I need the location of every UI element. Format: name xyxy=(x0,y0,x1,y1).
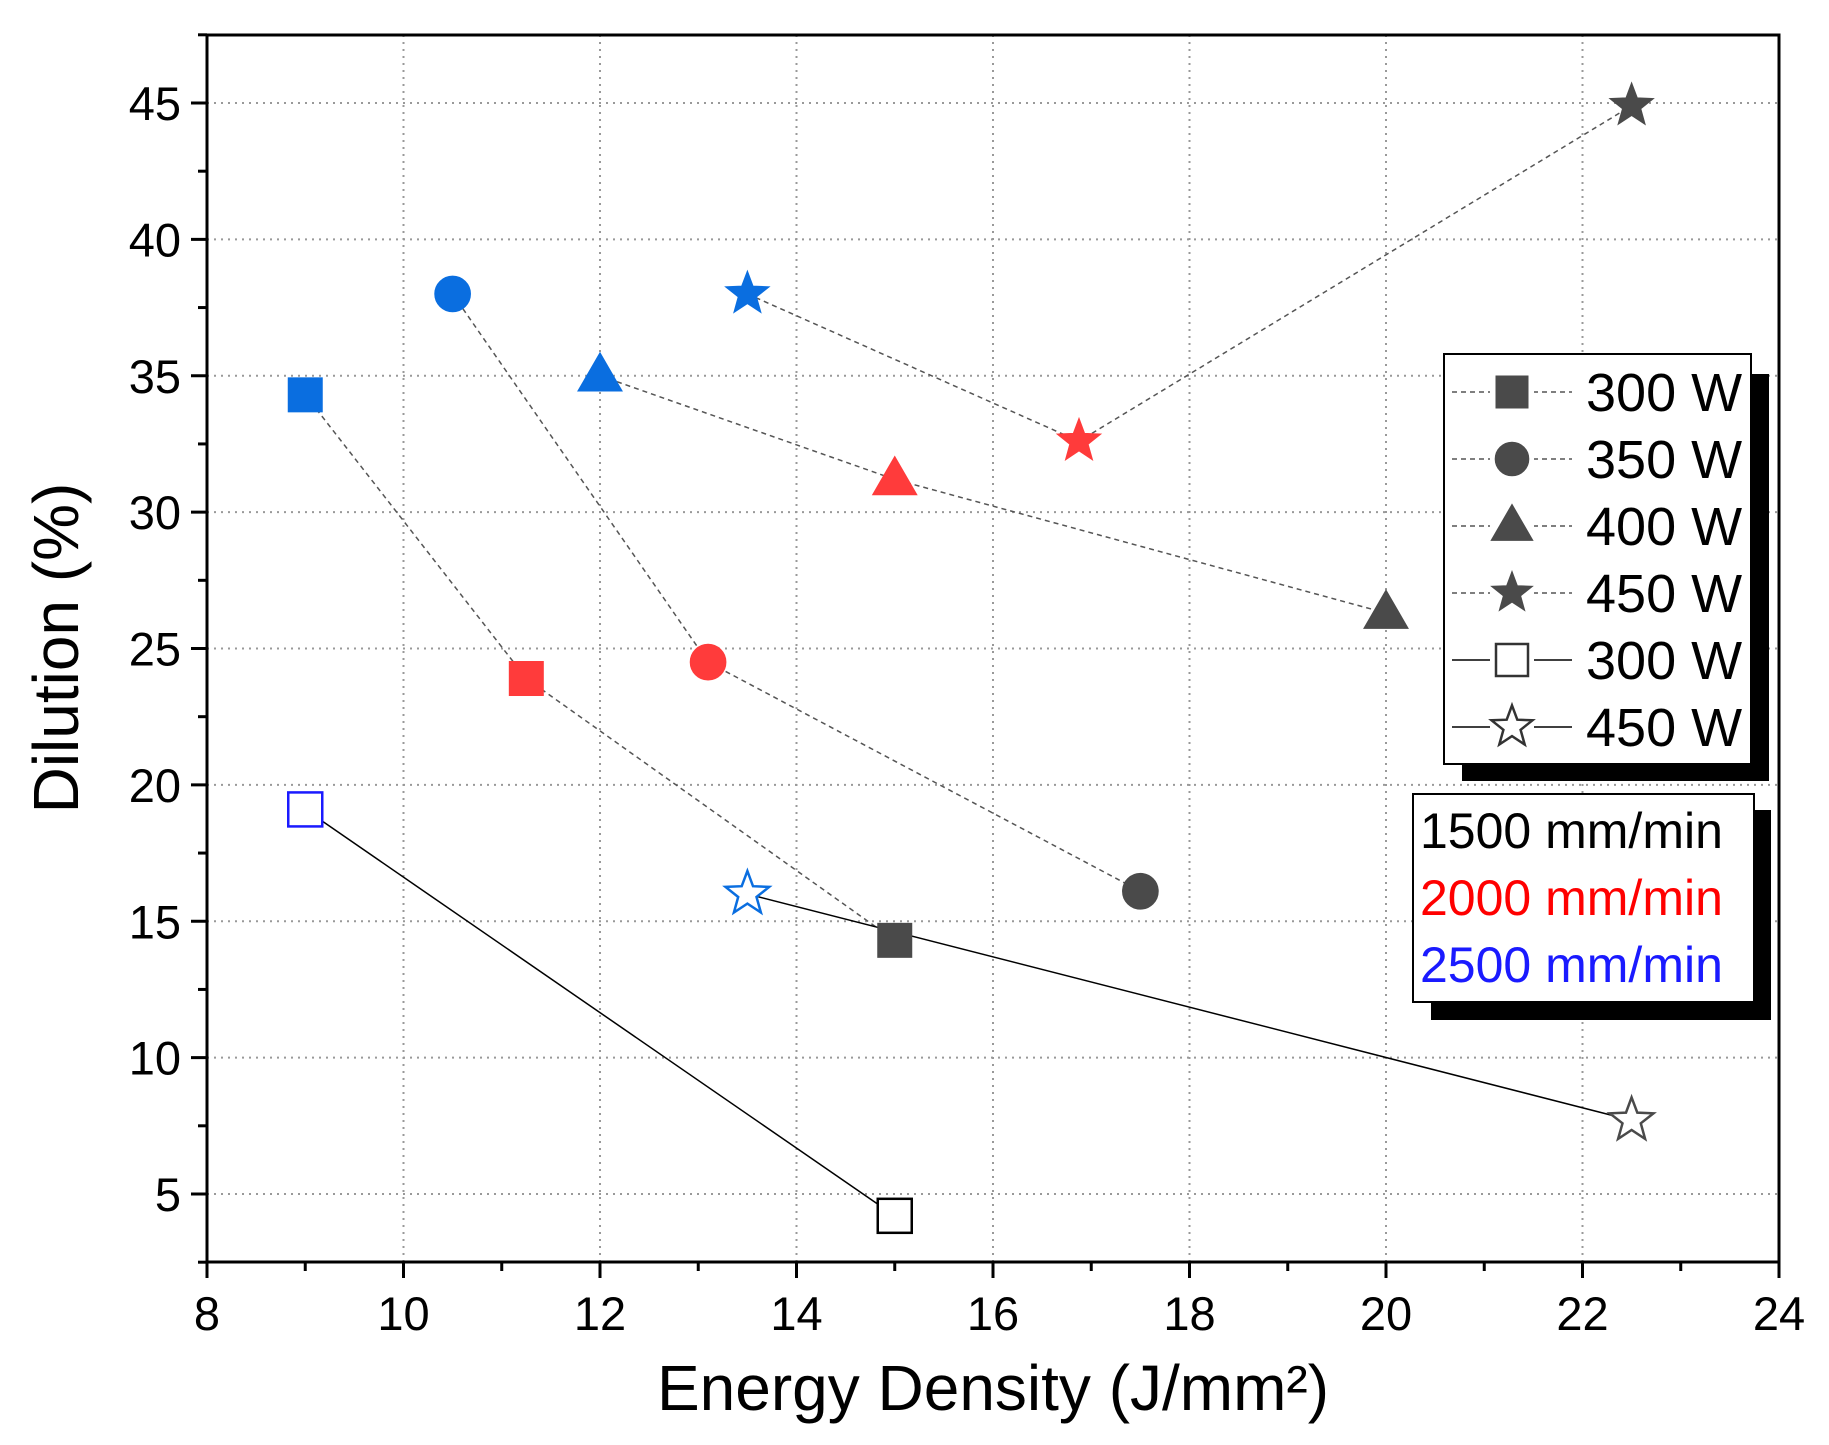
x-tick-label: 12 xyxy=(574,1287,626,1340)
y-tick-label: 15 xyxy=(129,895,181,948)
power-legend: 300 W 350 W 400 W 450 W 300 W 450 W xyxy=(1443,353,1769,781)
data-point-triangle xyxy=(1363,589,1409,629)
legend-marker-circle xyxy=(1494,441,1530,477)
x-tick-label: 20 xyxy=(1360,1287,1412,1340)
speed-legend: 1500 mm/min 2000 mm/min 2500 mm/min xyxy=(1412,793,1771,1020)
y-tick-label: 5 xyxy=(155,1168,181,1221)
series-lines xyxy=(304,105,1633,1217)
y-tick-label: 10 xyxy=(129,1032,181,1085)
y-tick-label: 25 xyxy=(129,623,181,676)
speed-legend-box xyxy=(1412,793,1755,1003)
y-tick-label: 30 xyxy=(129,486,181,539)
data-point-star xyxy=(1055,416,1103,461)
data-point-star xyxy=(1608,81,1655,126)
data-points xyxy=(287,81,1657,1235)
y-axis-title: Dilution (%) xyxy=(20,483,92,814)
data-point-circle xyxy=(434,275,471,313)
y-tick-label: 20 xyxy=(129,759,181,812)
legend-label: 450 W xyxy=(1586,564,1742,624)
speed-legend-label: 1500 mm/min xyxy=(1420,803,1723,859)
data-point-square xyxy=(287,791,324,828)
data-point-star xyxy=(724,269,771,314)
speed-legend-label: 2500 mm/min xyxy=(1420,937,1723,993)
y-tick-label: 35 xyxy=(129,350,181,403)
x-tick-label: 10 xyxy=(377,1287,429,1340)
axis-ticks: 8 10 12 14 16 18 20 22 24 5 10 15 20 25 30 35 40 45 xyxy=(129,33,1805,1340)
legend-marker-square xyxy=(1494,642,1530,678)
data-point-circle xyxy=(689,643,727,681)
legend-label: 300 W xyxy=(1586,631,1742,691)
series-line xyxy=(599,375,1387,614)
data-point-triangle xyxy=(871,455,918,496)
legend-box xyxy=(1443,353,1752,765)
x-tick-label: 16 xyxy=(967,1287,1019,1340)
x-tick-label: 18 xyxy=(1163,1287,1215,1340)
legend-marker-square xyxy=(1495,375,1529,409)
speed-legend-label: 2000 mm/min xyxy=(1420,870,1723,926)
data-point-square xyxy=(508,661,544,697)
legend-label: 300 W xyxy=(1586,363,1742,423)
legend-marker-star xyxy=(1488,701,1536,748)
data-point-square xyxy=(287,377,323,413)
data-point-square xyxy=(876,1197,913,1235)
legend-label: 450 W xyxy=(1586,698,1742,758)
series-line xyxy=(304,394,896,941)
legend-marker-triangle xyxy=(1490,503,1534,541)
data-point-star xyxy=(1606,1093,1657,1142)
legend-label: 350 W xyxy=(1586,430,1742,490)
x-tick-label: 22 xyxy=(1556,1287,1608,1340)
y-tick-label: 45 xyxy=(129,77,181,130)
x-tick-label: 24 xyxy=(1753,1287,1805,1340)
data-point-square xyxy=(877,922,913,958)
legend-label: 400 W xyxy=(1586,497,1742,557)
data-point-triangle xyxy=(577,351,623,392)
data-point-circle xyxy=(1122,872,1159,910)
series-line xyxy=(304,808,896,1217)
x-tick-label: 8 xyxy=(194,1287,220,1340)
data-point-star xyxy=(722,867,773,916)
legend-marker-star xyxy=(1490,569,1534,612)
y-tick-label: 40 xyxy=(129,213,181,266)
x-axis-title: Energy Density (J/mm²) xyxy=(657,1352,1329,1424)
series-line xyxy=(452,293,1141,892)
x-tick-label: 14 xyxy=(770,1287,822,1340)
